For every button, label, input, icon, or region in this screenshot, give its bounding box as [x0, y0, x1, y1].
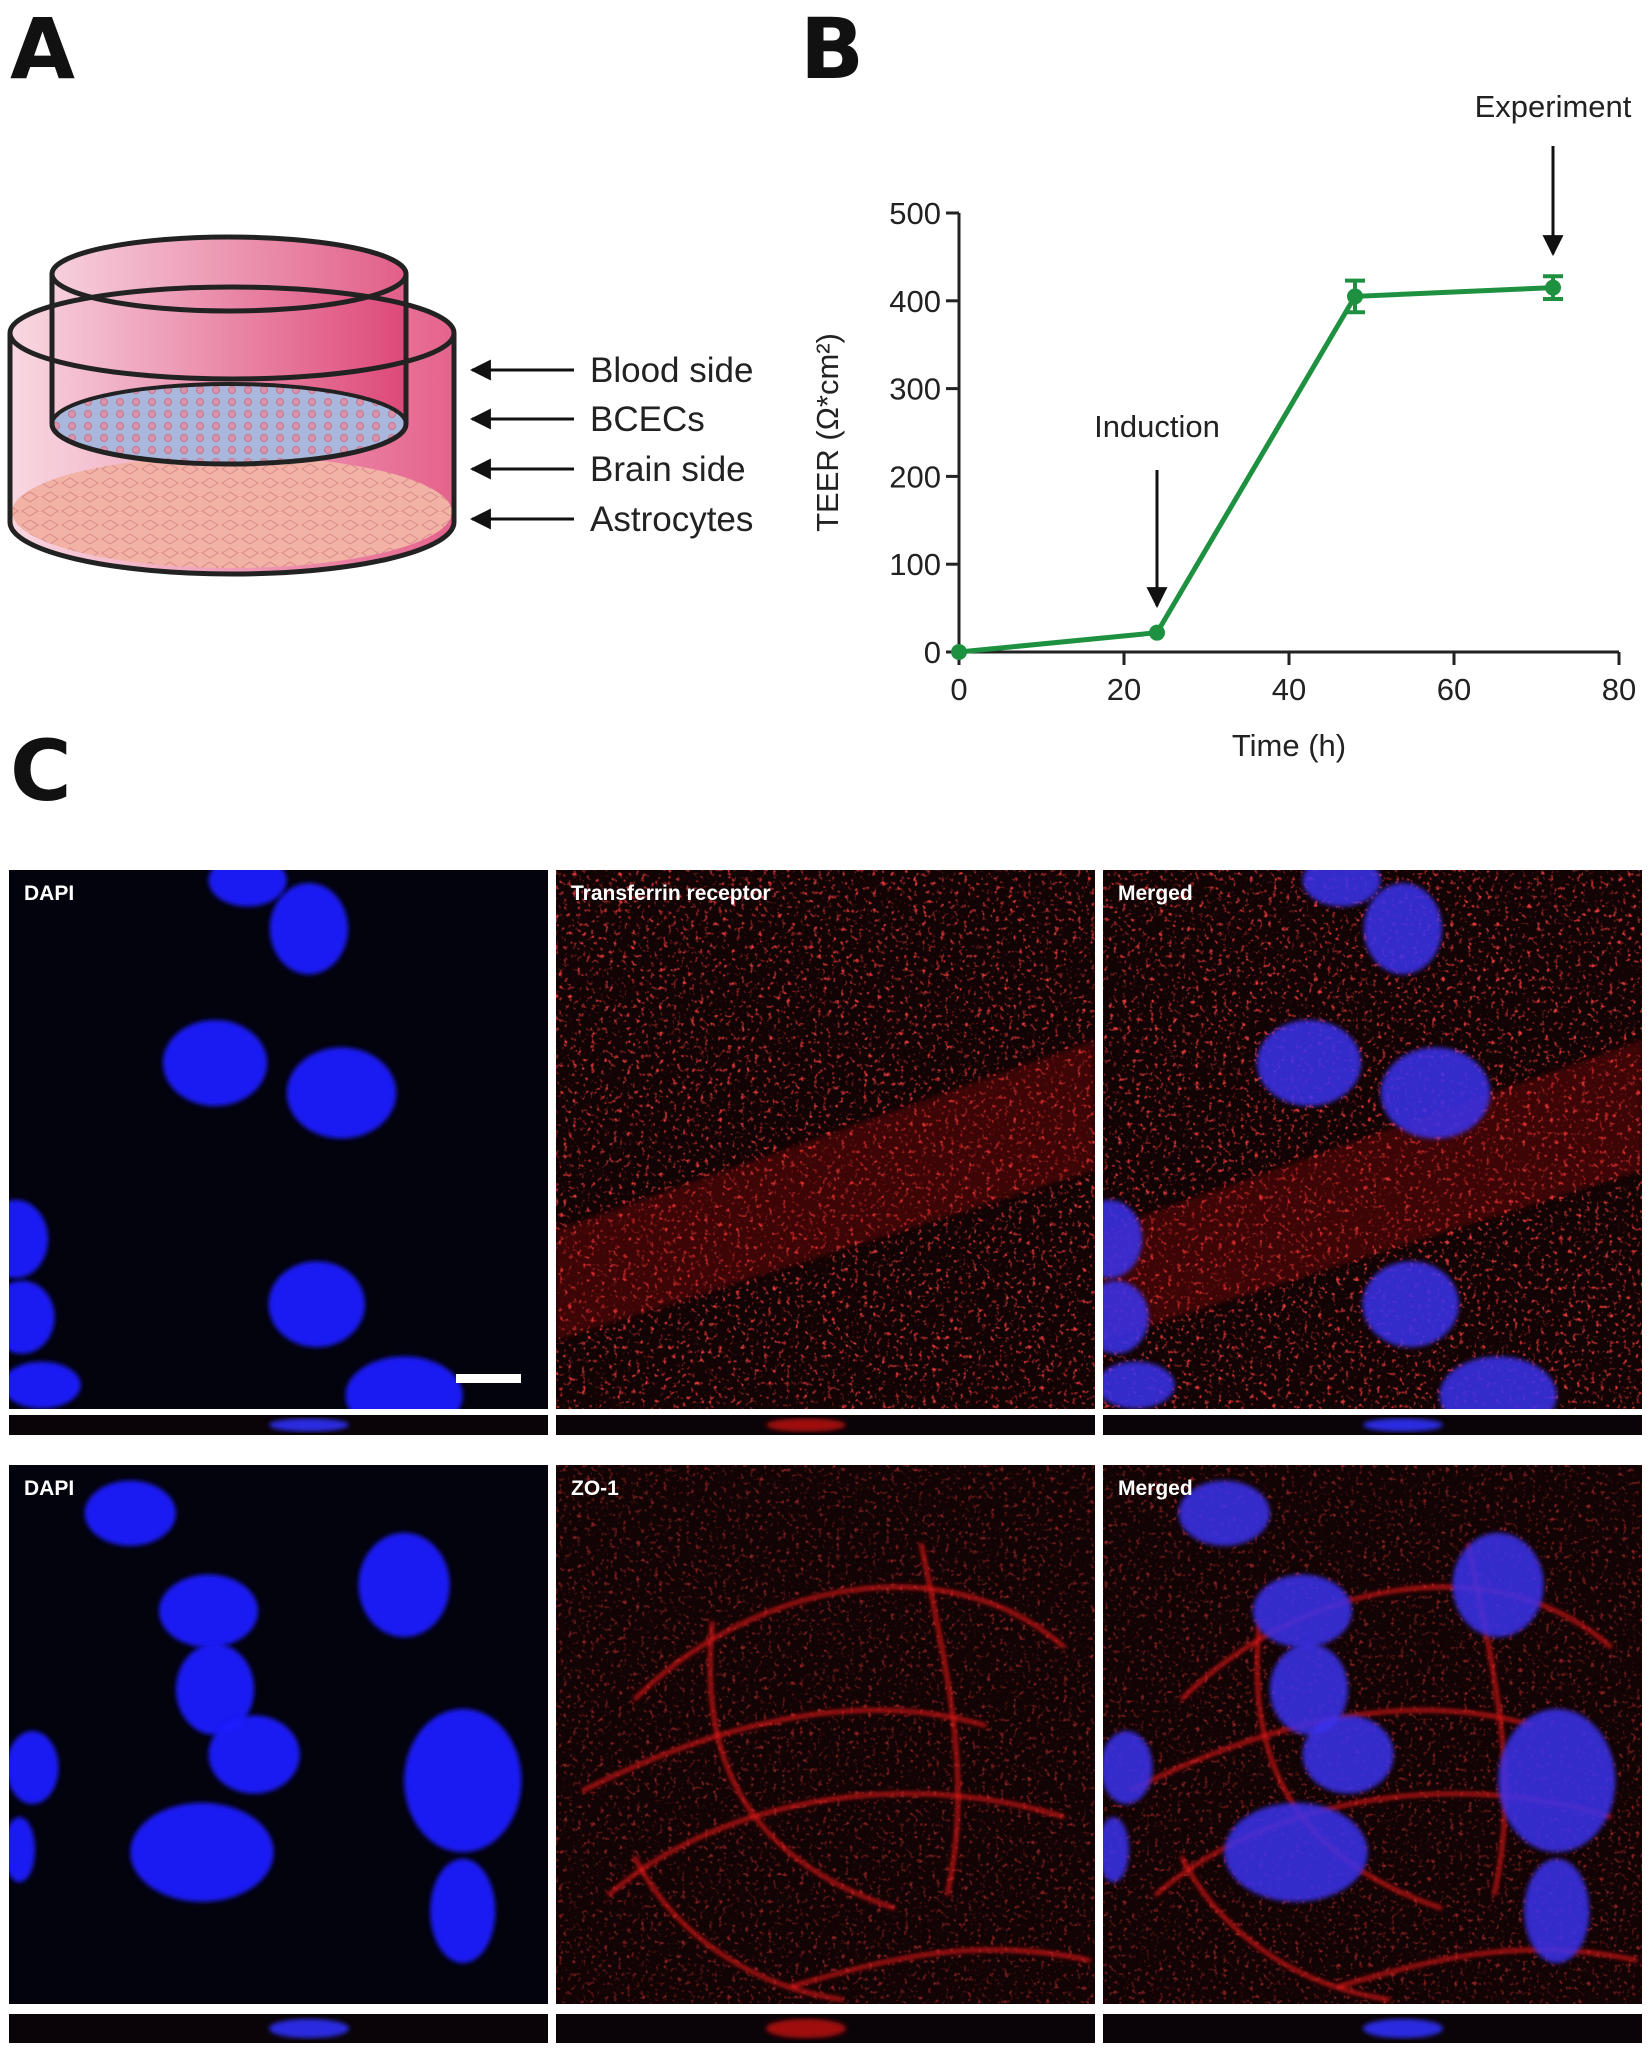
panel-label: B: [800, 0, 864, 98]
panel-label: C: [10, 722, 72, 820]
panel-label: A: [10, 0, 75, 98]
z-strip-signal: [1363, 2018, 1443, 2039]
z-strip-signal: [1363, 1418, 1443, 1432]
data-point: [1149, 624, 1165, 641]
data-point: [1545, 279, 1561, 296]
annotation: Induction: [1094, 409, 1220, 444]
nucleus: [358, 1532, 450, 1638]
micrograph-label: ZO-1: [571, 1477, 619, 1500]
y-axis-label: TEER (Ω*cm²): [810, 333, 845, 532]
micrograph-label: Merged: [1118, 882, 1193, 905]
y-tick-label: 100: [889, 547, 941, 582]
micrograph: [9, 870, 548, 1409]
diagram-label: Brain side: [590, 450, 746, 489]
red-band: [1103, 1040, 1642, 1340]
x-tick-label: 20: [1107, 672, 1141, 707]
z-strip-signal: [269, 2018, 349, 2039]
y-tick-label: 300: [889, 372, 941, 407]
y-tick-label: 500: [889, 196, 941, 231]
scale-bar: [456, 1374, 521, 1383]
micrograph-label: DAPI: [24, 882, 74, 905]
micrograph-label: Transferrin receptor: [571, 882, 771, 905]
nucleus: [9, 1280, 55, 1354]
nucleus: [9, 1199, 49, 1279]
junctions: [581, 1542, 1092, 2002]
nucleus: [1252, 1574, 1353, 1648]
nucleus: [286, 1047, 397, 1139]
nucleus: [1103, 1280, 1149, 1354]
nucleus: [84, 1480, 176, 1546]
nucleus: [9, 1817, 36, 1883]
z-strip-signal: [766, 1418, 846, 1432]
nucleus: [345, 1356, 463, 1409]
micrograph: [1103, 1465, 1642, 2004]
z-strip-signal: [269, 1418, 349, 1432]
y-tick-label: 200: [889, 459, 941, 494]
micrograph: [556, 1465, 1095, 2004]
red-signal: [556, 1465, 1095, 2004]
y-tick-label: 0: [924, 635, 941, 670]
nucleus: [404, 1708, 522, 1853]
nucleus: [430, 1858, 496, 1964]
data-point: [1347, 288, 1363, 305]
diagram-label: Blood side: [590, 351, 753, 390]
micrograph-label: Merged: [1118, 1477, 1193, 1500]
micrograph: [1103, 870, 1642, 1409]
data-line: [958, 285, 1554, 655]
x-tick-label: 40: [1272, 672, 1306, 707]
nucleus: [269, 883, 349, 975]
nucleus: [1302, 1715, 1394, 1794]
nucleus: [130, 1802, 274, 1902]
data-point: [951, 644, 967, 660]
nucleus: [162, 1019, 268, 1107]
nucleus: [208, 870, 287, 907]
x-tick-label: 80: [1602, 672, 1636, 707]
annotation: Experiment: [1475, 89, 1632, 124]
micrograph: [556, 870, 1095, 1409]
nucleus: [1524, 1858, 1590, 1964]
nucleus: [1363, 883, 1443, 975]
nucleus: [175, 1643, 255, 1735]
red-band: [556, 1040, 1095, 1340]
nucleus: [1224, 1802, 1368, 1902]
y-tick-label: 400: [889, 284, 941, 319]
nucleus: [1178, 1480, 1270, 1546]
diagram-label: Astrocytes: [590, 500, 753, 539]
nucleus: [9, 1361, 81, 1409]
nucleus: [1103, 1199, 1143, 1279]
nucleus: [1452, 1532, 1544, 1638]
transwell-diagram: [7, 234, 457, 577]
nucleus: [1269, 1643, 1349, 1735]
x-axis-label: Time (h): [1232, 728, 1346, 763]
nucleus: [1103, 1731, 1153, 1805]
nucleus: [1103, 1361, 1175, 1409]
diagram-label: BCECs: [590, 400, 705, 439]
nucleus: [1498, 1708, 1616, 1853]
nucleus: [9, 1731, 59, 1805]
nucleus: [158, 1574, 259, 1648]
nucleus: [1103, 1817, 1130, 1883]
nucleus: [1439, 1356, 1557, 1409]
nucleus: [1380, 1047, 1491, 1139]
nucleus: [1302, 870, 1381, 907]
x-tick-label: 0: [950, 672, 967, 707]
nucleus: [268, 1261, 365, 1348]
z-strip-signal: [766, 2018, 846, 2039]
x-tick-label: 60: [1437, 672, 1471, 707]
nucleus: [1256, 1019, 1362, 1107]
micrograph-label: DAPI: [24, 1477, 74, 1500]
micrograph: [9, 1465, 548, 2004]
nucleus: [208, 1715, 300, 1794]
nucleus: [1362, 1261, 1459, 1348]
